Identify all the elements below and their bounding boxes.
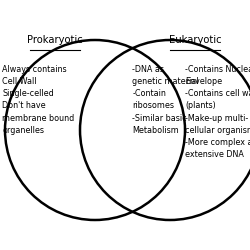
Text: -DNA as
genetic material
-Contain
ribosomes
-Similar basic
Metabolism: -DNA as genetic material -Contain riboso… xyxy=(132,65,199,135)
Text: Eukaryotic: Eukaryotic xyxy=(169,35,221,45)
Text: Prokaryotic: Prokaryotic xyxy=(27,35,83,45)
Text: Always contains
Cell Wall
Single-celled
Don't have
membrane bound
organelles: Always contains Cell Wall Single-celled … xyxy=(2,65,75,135)
Text: -Contains Nuclear
Envelope
-Contains cell wall
(plants)
-Make-up multi-
cellular: -Contains Nuclear Envelope -Contains cel… xyxy=(185,65,250,159)
